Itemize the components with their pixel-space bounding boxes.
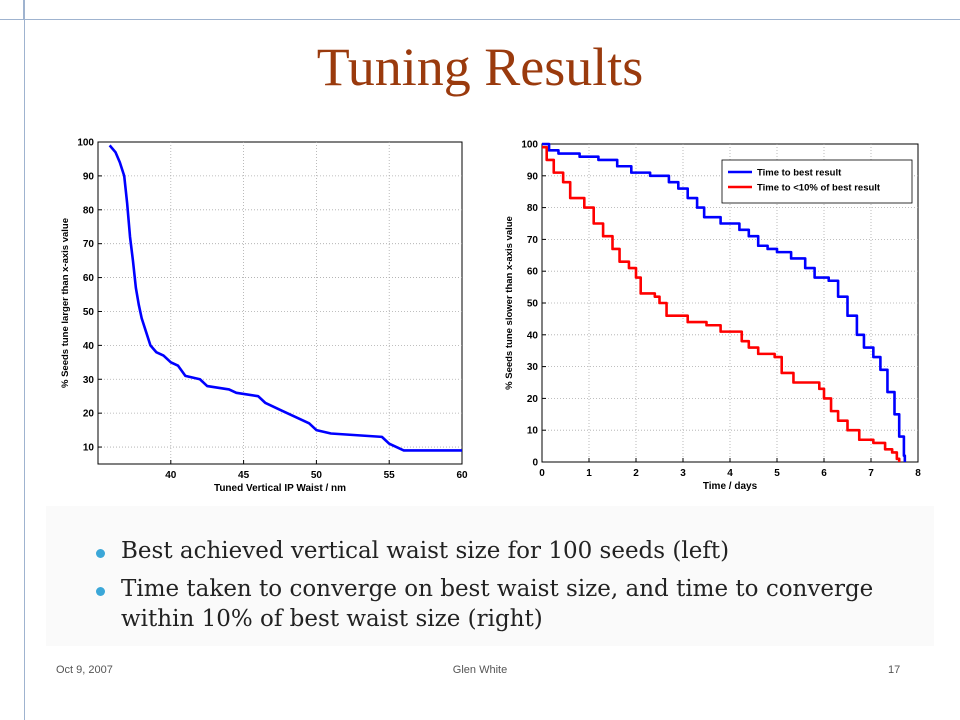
bullet-dot-icon (96, 587, 105, 596)
y-tick-label: 30 (83, 375, 95, 386)
bullet-list: Best achieved vertical waist size for 10… (46, 506, 934, 646)
y-axis-label: % Seeds tune larger than x-axis value (60, 218, 71, 388)
left-chart-panel: 40 45 50 55 60 10 20 30 40 50 60 70 80 90 100 Tuned Ver… (54, 128, 474, 498)
legend-box (721, 159, 913, 204)
x-tick-label: 8 (915, 468, 921, 479)
series-line-1 (108, 144, 462, 452)
x-tick-label: 1 (586, 468, 592, 479)
y-tick-label: 30 (527, 362, 539, 373)
series-line-2 (542, 145, 901, 462)
bullet-item: Time taken to converge on best waist siz… (96, 574, 901, 634)
y-tick-label: 10 (527, 426, 539, 437)
slide-title: Tuning Results (316, 37, 644, 97)
y-tick-label: 80 (83, 205, 95, 216)
y-tick-label: 0 (532, 458, 538, 469)
x-tick-label: 6 (821, 468, 827, 479)
frame-corner (0, 0, 24, 19)
y-tick-label: 60 (527, 267, 539, 278)
x-tick-label: 5 (774, 468, 780, 479)
y-tick-label: 70 (83, 239, 95, 250)
bullet-text: Time taken to converge on best waist siz… (121, 576, 874, 632)
x-tick-label: 40 (165, 470, 177, 481)
x-tick-label: 50 (311, 470, 323, 481)
x-tick-label: 0 (539, 468, 545, 479)
y-tick-label: 100 (521, 140, 538, 151)
y-axis-label: % Seeds tune slower than x-axis value (504, 216, 515, 390)
y-tick-label: 40 (527, 330, 539, 341)
y-tick-label: 90 (83, 171, 95, 182)
y-tick-label: 40 (83, 341, 95, 352)
y-tick-label: 60 (83, 273, 95, 284)
right-chart-panel: 0 1 2 3 4 5 6 7 8 0 10 20 30 40 50 60 70 80 90 100 Time / da… (496, 128, 928, 498)
x-axis-label: Tuned Vertical IP Waist / nm (214, 483, 346, 494)
x-tick-label: 7 (868, 468, 874, 479)
bullet-item: Best achieved vertical waist size for 10… (96, 536, 901, 566)
legend-label: Time to best result (757, 168, 842, 179)
y-tick-label: 20 (83, 409, 95, 420)
x-axis-label: Time / days (703, 481, 758, 492)
x-tick-label: 2 (633, 468, 639, 479)
y-tick-label: 80 (527, 203, 539, 214)
left-chart: 40 45 50 55 60 10 20 30 40 50 60 70 80 90 100 Tuned Ver… (60, 138, 468, 495)
y-tick-label: 20 (527, 394, 539, 405)
y-tick-label: 50 (527, 299, 539, 310)
footer-author: Glen White (452, 664, 508, 676)
x-tick-label: 45 (238, 470, 250, 481)
frame-line-horizontal (0, 19, 960, 20)
x-tick-label: 3 (680, 468, 686, 479)
footer-page-number: 17 (888, 664, 901, 676)
footer-date: Oct 9, 2007 (56, 664, 113, 676)
frame-line-vertical (24, 0, 25, 720)
y-tick-label: 90 (527, 171, 539, 182)
y-tick-label: 50 (83, 307, 95, 318)
plot-area (97, 141, 463, 465)
bullet-text: Best achieved vertical waist size for 10… (121, 538, 730, 564)
x-tick-label: 60 (456, 470, 468, 481)
y-tick-label: 100 (77, 138, 94, 149)
y-tick-label: 10 (83, 443, 95, 454)
y-tick-label: 70 (527, 235, 539, 246)
legend-label: Time to <10% of best result (757, 183, 881, 194)
bullet-dot-icon (96, 549, 105, 558)
x-tick-label: 4 (727, 468, 733, 479)
series-line-1 (542, 142, 907, 462)
x-tick-label: 55 (384, 470, 396, 481)
